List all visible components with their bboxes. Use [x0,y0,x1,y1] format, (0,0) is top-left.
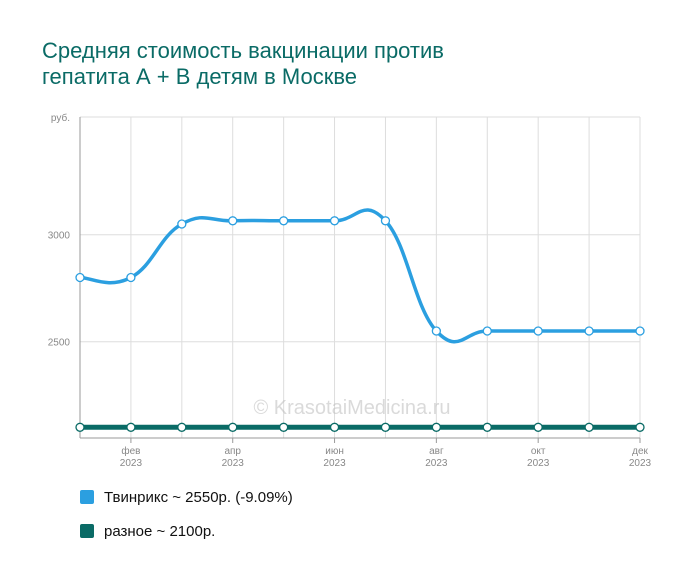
data-point-twinrix [533,326,543,336]
x-tick-label-month: авг [429,446,444,457]
data-point-other [482,422,492,432]
data-point-other [177,422,187,432]
data-point-other [75,422,85,432]
legend-item-other[interactable]: разное ~ 2100р. [80,520,293,542]
data-point-other [329,422,340,432]
legend: Твинрикс ~ 2550р. (-9.09%) разное ~ 2100… [80,486,293,554]
data-point-other [126,422,136,432]
legend-swatch-other [80,524,94,538]
data-point-twinrix [482,326,492,336]
x-tick-label-month: фев [121,445,140,457]
legend-item-twinrix[interactable]: Твинрикс ~ 2550р. (-9.09%) [80,486,293,508]
data-point-twinrix [329,216,340,226]
data-point-twinrix [126,272,136,283]
data-point-other [431,422,442,432]
data-point-twinrix [177,219,187,229]
data-point-twinrix [380,216,391,226]
y-unit-label: руб. [51,112,70,124]
x-tick-label-year: 2023 [425,458,448,469]
chart-title-line-2: гепатита А + В детям в Москве [42,64,357,89]
chart-title-line-1: Средняя стоимость вакцинации против [42,38,444,63]
watermark-text: © KrasotaiMedicina.ru [253,397,450,419]
x-tick-label-year: 2023 [323,458,346,469]
x-tick-label-month: апр [224,446,241,457]
data-point-twinrix [584,326,594,336]
x-tick-label-year: 2023 [222,458,245,469]
data-point-other [635,422,645,432]
legend-label-twinrix: Твинрикс ~ 2550р. (-9.09%) [104,488,293,506]
data-point-twinrix [431,326,442,336]
data-point-other [584,422,594,432]
data-point-other [278,422,289,432]
series-line-twinrix [78,208,642,344]
data-point-twinrix [228,216,238,226]
x-tick-label-year: 2023 [120,458,143,469]
legend-swatch-twinrix [80,490,94,504]
chart-title: Средняя стоимость вакцинации против гепа… [42,38,444,90]
x-tick-label-month: июн [325,446,344,457]
data-point-other [533,422,543,432]
data-point-twinrix [278,216,289,226]
y-tick-label: 3000 [48,231,71,242]
x-tick-label-month: дек [632,446,648,457]
x-tick-label-year: 2023 [629,458,652,469]
x-tick-label-month: окт [531,446,546,457]
x-tick-label-year: 2023 [527,458,550,469]
y-tick-label: 2500 [48,338,71,349]
data-point-twinrix [635,326,645,336]
legend-label-other: разное ~ 2100р. [104,522,216,540]
data-point-twinrix [75,272,85,283]
data-point-other [380,422,391,432]
data-point-other [228,422,238,432]
